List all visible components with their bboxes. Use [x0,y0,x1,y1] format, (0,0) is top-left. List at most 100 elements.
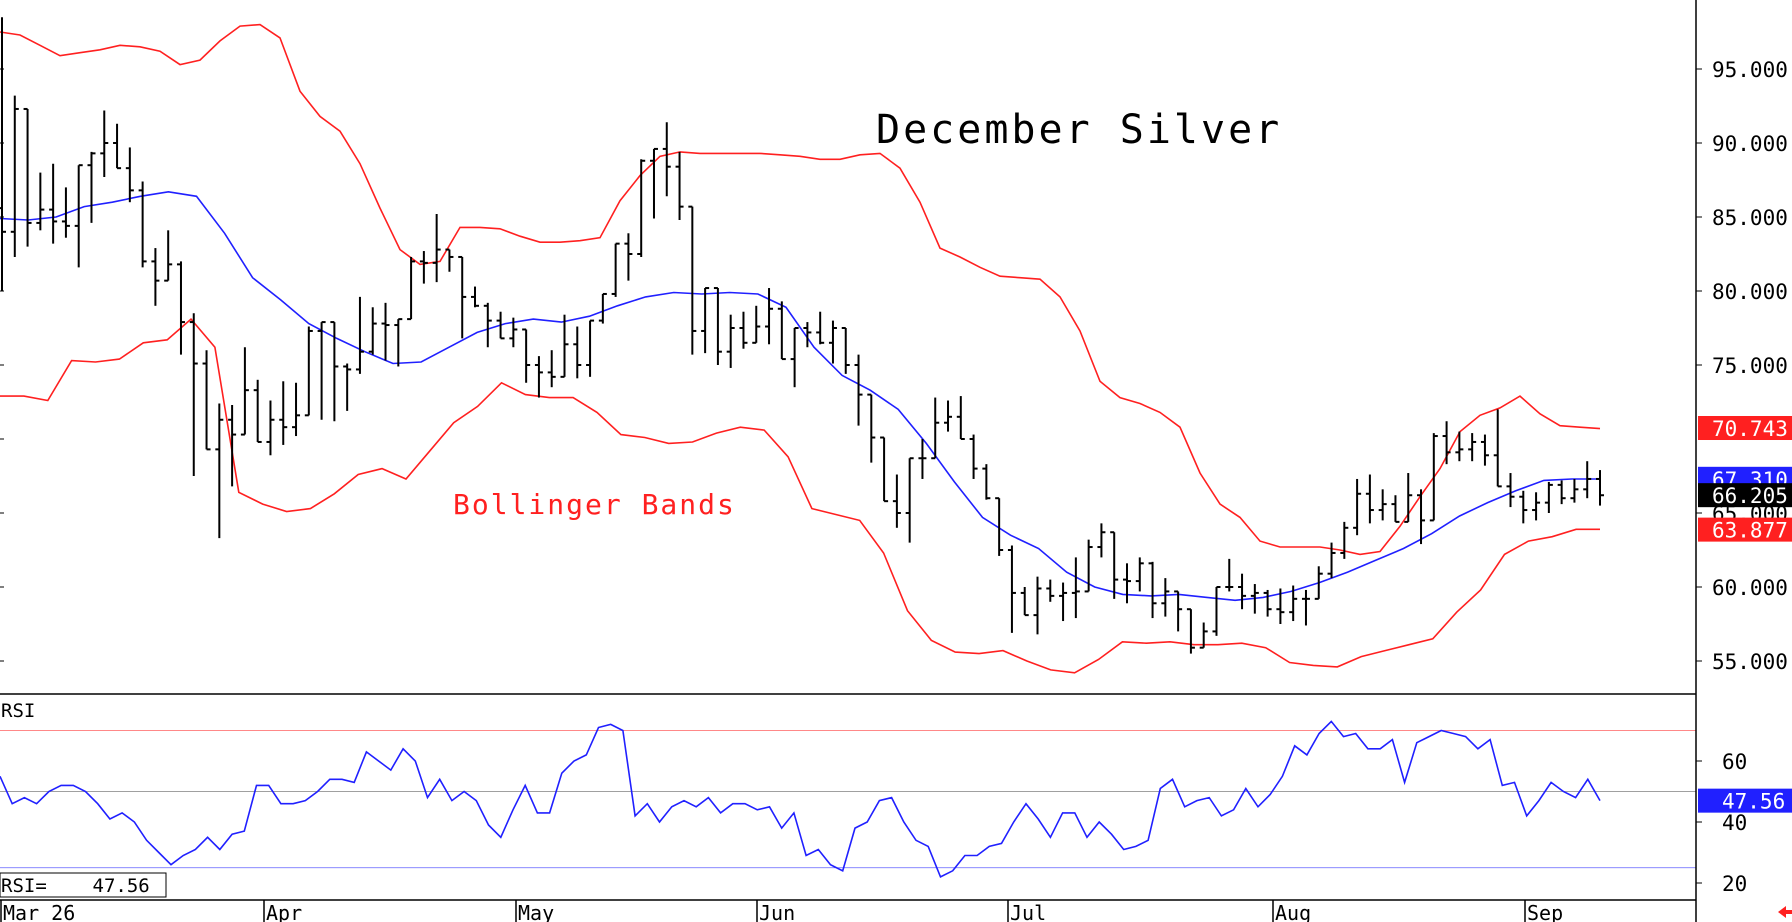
price-bar [355,296,364,374]
price-bar [49,163,58,244]
price-tick-label: 55.000 [1712,650,1788,674]
price-bar [496,311,505,340]
price-tick-label: 75.000 [1712,354,1788,378]
rsi-axis: 60 40 20 47.56 [1696,750,1792,896]
time-tick-label: Jul [1010,901,1046,922]
price-bar [739,311,748,349]
price-bar [1071,557,1080,619]
price-bar [151,248,160,306]
price-bar [138,181,147,268]
price-tick-label: 85.000 [1712,206,1788,230]
value-tag: 66.205 [1698,483,1792,508]
price-bar [828,320,837,364]
rsi-line [0,720,1601,879]
price-bar [1301,589,1310,626]
price-bar [816,311,825,345]
price-bar [253,379,262,443]
price-bar [931,397,940,460]
rsi-value-tag-label: 47.56 [1722,790,1785,814]
price-bar [1327,542,1336,579]
price-bar [394,318,403,367]
price-bar [330,321,339,422]
price-bar [1365,474,1374,524]
price-bar [1544,481,1553,513]
price-bar [1340,521,1349,559]
price-bar [675,151,684,220]
price-bar [61,187,70,238]
value-tag: 70.743 [1698,416,1792,441]
price-bar [368,307,377,355]
price-bar [1391,495,1400,523]
price-bar [1468,433,1477,462]
price-bar [918,439,927,479]
time-tick-label: Apr [266,901,302,922]
price-bar [100,110,109,178]
price-bar [726,314,735,368]
rsi-line-group [0,720,1601,879]
scroll-arrow-icon[interactable] [1778,906,1792,918]
price-bar [1480,434,1489,466]
price-bar [969,434,978,479]
price-bar [803,322,812,348]
price-bar [534,356,543,398]
price-bar [36,172,45,231]
price-bar [1557,480,1566,505]
price-bar [841,327,850,374]
price-bar [637,159,646,257]
price-bar [1212,586,1221,636]
price-bar [1097,523,1106,558]
price-bar [445,248,454,272]
price-bar [228,404,237,487]
price-bar [1161,578,1170,617]
price-bar [419,251,428,284]
price-bar [1583,461,1592,499]
bollinger-bands [0,23,1601,674]
price-bar [649,147,658,219]
price-tick-label: 80.000 [1712,280,1788,304]
price-bar [1199,622,1208,649]
bollinger-bands-label: Bollinger Bands [453,488,736,521]
time-tick-label: May [518,901,554,922]
rsi-reference-lines [0,730,1696,869]
price-bar [113,123,122,170]
price-bar [458,255,467,339]
price-panel: December Silver Bollinger Bands [0,17,1604,674]
price-bar [1148,561,1157,619]
price-bar [1059,582,1068,622]
price-bar [1250,584,1259,614]
price-bar [905,457,914,543]
price-bar [1084,539,1093,593]
price-bar [1417,489,1426,545]
rsi-tick-label: 60 [1722,750,1747,774]
price-bar [202,350,211,451]
price-bar [892,474,901,528]
time-axis: Mar 26 Apr May Jun Jul Aug Sep [0,900,1563,922]
price-bar [292,382,301,437]
price-bar [1276,588,1285,624]
price-bar [1110,531,1119,599]
price-bar [10,95,19,257]
price-bar [1429,433,1438,522]
price-bar [624,233,633,281]
price-bar [1532,492,1541,521]
value-tag-label: 66.205 [1712,484,1788,508]
price-bar [867,393,876,463]
price-bar [381,302,390,361]
bollinger-band-0 [0,23,1601,556]
price-bar [1353,478,1362,536]
price-bar [1186,608,1195,654]
price-bar [125,147,134,203]
price-bar [701,287,710,354]
price-bar [880,436,889,503]
price-bar [74,164,83,268]
time-tick-label: Jun [759,901,795,922]
price-bar [522,328,531,383]
frame-lines [0,0,1697,922]
price-bar [23,107,32,247]
price-bar [266,400,275,456]
price-bar [87,151,96,223]
price-bar [765,288,774,345]
bollinger-band-1 [0,190,1600,602]
price-bar [1404,473,1413,523]
